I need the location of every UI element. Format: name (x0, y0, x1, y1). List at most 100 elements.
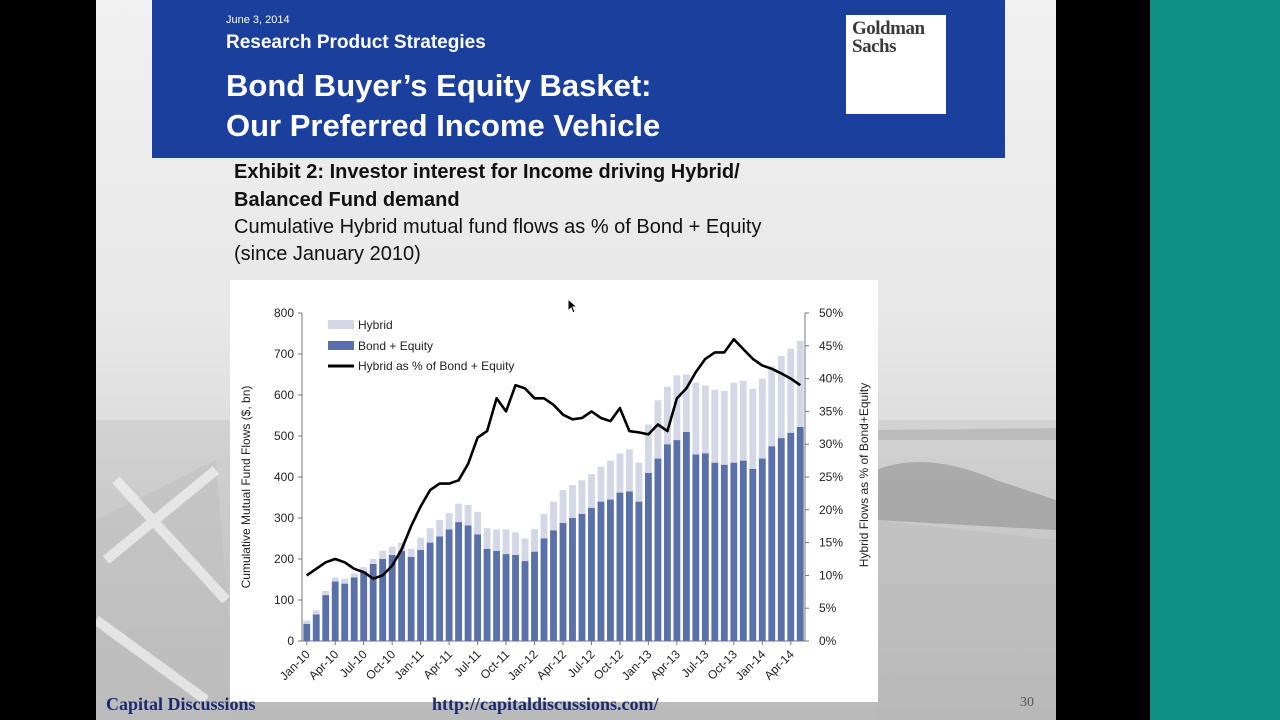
bar-hybrid (331, 577, 339, 582)
bar-hybrid (777, 356, 785, 439)
x-tick-label: Apr-12 (534, 647, 570, 683)
bar-hybrid (436, 520, 444, 537)
bar-bond-equity (388, 554, 396, 641)
bar-hybrid (455, 503, 463, 523)
bar-bond-equity (550, 530, 557, 641)
logo-text: Goldman Sachs (852, 18, 925, 56)
bar-bond-equity (455, 522, 463, 641)
bar-hybrid (720, 390, 728, 465)
y-tick-label: 500 (274, 429, 294, 443)
x-tick-label: Oct-10 (363, 647, 399, 683)
y-tick-label: 100 (274, 593, 294, 607)
bar-hybrid (787, 348, 795, 433)
legend-label-hybrid-pct: Hybrid as % of Bond + Equity (358, 359, 514, 373)
legend-label-hybrid: Hybrid (358, 318, 393, 332)
bar-hybrid (483, 528, 491, 549)
bar-hybrid (673, 375, 681, 441)
y-tick-label: 800 (274, 306, 294, 320)
bar-bond-equity (407, 556, 415, 641)
bar-bond-equity (768, 446, 776, 641)
bar-bond-equity (379, 559, 387, 641)
bar-bond-equity (682, 431, 690, 641)
bar-bond-equity (701, 453, 709, 641)
bar-hybrid (474, 511, 481, 535)
bar-bond-equity (654, 458, 662, 641)
bar-hybrid (626, 449, 633, 492)
y-tick-label: 600 (274, 388, 294, 402)
bar-bond-equity (493, 550, 500, 641)
bar-bond-equity (369, 563, 377, 641)
bar-hybrid (341, 578, 349, 584)
right-edge-panel (1150, 0, 1280, 720)
y-right-tick-label: 50% (819, 306, 843, 320)
y-right-tick-label: 25% (819, 470, 843, 484)
header-title: Bond Buyer’s Equity Basket: Our Preferre… (226, 66, 660, 146)
bar-bond-equity (644, 472, 652, 641)
y-right-tick-label: 40% (819, 372, 843, 386)
bar-hybrid (597, 466, 605, 502)
bar-hybrid (540, 513, 548, 539)
bar-bond-equity (777, 438, 785, 641)
x-tick-label: Apr-11 (420, 647, 455, 682)
goldman-sachs-logo: Goldman Sachs (846, 15, 946, 114)
bar-hybrid (388, 546, 396, 555)
x-tick-label: Oct-12 (591, 647, 627, 683)
exhibit-subtitle-line1: Cumulative Hybrid mutual fund flows as %… (234, 216, 762, 238)
bar-hybrid (350, 573, 358, 578)
y-right-tick-label: 10% (819, 568, 843, 582)
bar-bond-equity (559, 522, 567, 641)
x-tick-label: Jan-11 (392, 647, 427, 682)
page-number: 30 (1020, 695, 1034, 710)
bar-bond-equity (417, 549, 425, 641)
bar-bond-equity (796, 426, 804, 641)
footer-brand: Capital Discussions (106, 694, 256, 714)
bar-bond-equity (787, 432, 795, 641)
fund-flows-chart: 0 100 200 300 400 500 600 700 800 0% 5% 10% 15% 20% 25… (239, 306, 871, 683)
bar-bond-equity (607, 499, 614, 641)
bar-hybrid (303, 620, 311, 624)
bar-hybrid (312, 610, 320, 615)
bar-bond-equity (303, 623, 311, 641)
y-tick-label: 0 (287, 634, 294, 648)
bar-bond-equity (749, 468, 757, 641)
x-tick-label: Apr-14 (762, 647, 798, 683)
exhibit-title-line2: Balanced Fund demand (234, 189, 460, 211)
bar-hybrid (588, 474, 595, 508)
bar-hybrid (730, 382, 738, 463)
x-tick-label: Jan-13 (619, 647, 655, 683)
bar-bond-equity (663, 444, 671, 641)
bar-hybrid (768, 366, 776, 447)
bar-bond-equity (483, 548, 491, 641)
bar-bond-equity (360, 571, 368, 641)
bar-bond-equity (758, 458, 766, 641)
hybrid-pct-line (305, 337, 802, 581)
bar-bond-equity (720, 464, 728, 641)
bar-bond-equity (531, 551, 538, 641)
y-right-tick-label: 20% (819, 503, 843, 517)
bar-hybrid (369, 559, 377, 564)
slide-header: June 3, 2014 Research Product Strategies… (152, 0, 1005, 158)
y-tick-label: 200 (274, 552, 294, 566)
bar-bond-equity (331, 581, 339, 641)
bar-bond-equity (578, 513, 586, 641)
bar-hybrid (445, 513, 453, 530)
bar-hybrid (559, 490, 567, 523)
x-tick-label: Jan-10 (277, 647, 313, 683)
bar-bond-equity (588, 507, 595, 641)
logo-line1: Goldman (852, 18, 925, 39)
bar-bond-equity (502, 554, 510, 641)
bar-hybrid (692, 382, 700, 455)
bar-hybrid (464, 504, 472, 526)
exhibit-subtitle-line2: (since January 2010) (234, 243, 421, 265)
x-tick-label: Apr-10 (306, 647, 342, 683)
exhibit-heading: Exhibit 2: Investor interest for Income … (234, 158, 884, 268)
bar-bond-equity (312, 614, 320, 641)
bar-hybrid (749, 388, 757, 469)
bar-bond-equity (692, 454, 700, 641)
header-title-line1: Bond Buyer’s Equity Basket: (226, 68, 652, 103)
footer-url-link[interactable]: http://capitaldiscussions.com/ (432, 694, 659, 714)
y-right-tick-label: 15% (819, 536, 843, 550)
x-tick-label: Apr-13 (648, 647, 684, 683)
bar-hybrid (616, 453, 624, 493)
bar-bond-equity (673, 440, 681, 641)
